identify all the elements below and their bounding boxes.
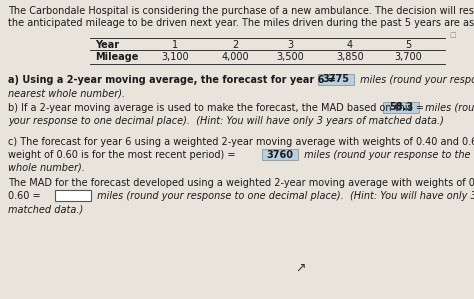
- Text: 3: 3: [287, 40, 293, 50]
- Text: miles (round your response to one decimal place).  (Hint: You will have only 3 y: miles (round your response to one decima…: [94, 191, 474, 201]
- Text: 2: 2: [232, 40, 238, 50]
- Text: 1: 1: [172, 40, 178, 50]
- Text: your response to one decimal place).  (Hint: You will have only 3 years of match: your response to one decimal place). (Hi…: [8, 116, 444, 126]
- Text: 3,100: 3,100: [161, 52, 189, 62]
- Text: 3,500: 3,500: [276, 52, 304, 62]
- Text: The MAD for the forecast developed using a weighted 2-year moving average with w: The MAD for the forecast developed using…: [8, 178, 474, 188]
- Text: 3760: 3760: [266, 150, 293, 159]
- Text: Mileage: Mileage: [95, 52, 138, 62]
- Text: The Carbondale Hospital is considering the purchase of a new ambulance. The deci: The Carbondale Hospital is considering t…: [8, 6, 474, 16]
- Text: nearest whole number).: nearest whole number).: [8, 88, 125, 98]
- Text: □: □: [449, 32, 456, 38]
- Text: matched data.): matched data.): [8, 204, 83, 214]
- Text: 0.60 =: 0.60 =: [8, 191, 41, 201]
- Text: the anticipated mileage to be driven next year. The miles driven during the past: the anticipated mileage to be driven nex…: [8, 18, 474, 28]
- Text: 4,000: 4,000: [221, 52, 249, 62]
- Text: miles (round: miles (round: [422, 103, 474, 113]
- Text: 4: 4: [347, 40, 353, 50]
- Text: c) The forecast for year 6 using a weighted 2-year moving average with weights o: c) The forecast for year 6 using a weigh…: [8, 137, 474, 147]
- Text: Year: Year: [95, 40, 119, 50]
- Text: miles (round your response to the: miles (round your response to the: [357, 75, 474, 85]
- Text: b) If a 2-year moving average is used to make the forecast, the MAD based on thi: b) If a 2-year moving average is used to…: [8, 103, 424, 113]
- Text: 3775: 3775: [322, 74, 349, 85]
- Text: a) Using a 2-year moving average, the forecast for year 6 =: a) Using a 2-year moving average, the fo…: [8, 75, 336, 85]
- Text: 58.3: 58.3: [389, 103, 413, 112]
- Text: 3,700: 3,700: [394, 52, 422, 62]
- Text: miles (round your response to the nearest: miles (round your response to the neares…: [301, 150, 474, 160]
- Text: 3,850: 3,850: [336, 52, 364, 62]
- Text: weight of 0.60 is for the most recent period) =: weight of 0.60 is for the most recent pe…: [8, 150, 236, 160]
- Text: ↗: ↗: [295, 262, 306, 275]
- Text: whole number).: whole number).: [8, 163, 85, 173]
- Text: 5: 5: [405, 40, 411, 50]
